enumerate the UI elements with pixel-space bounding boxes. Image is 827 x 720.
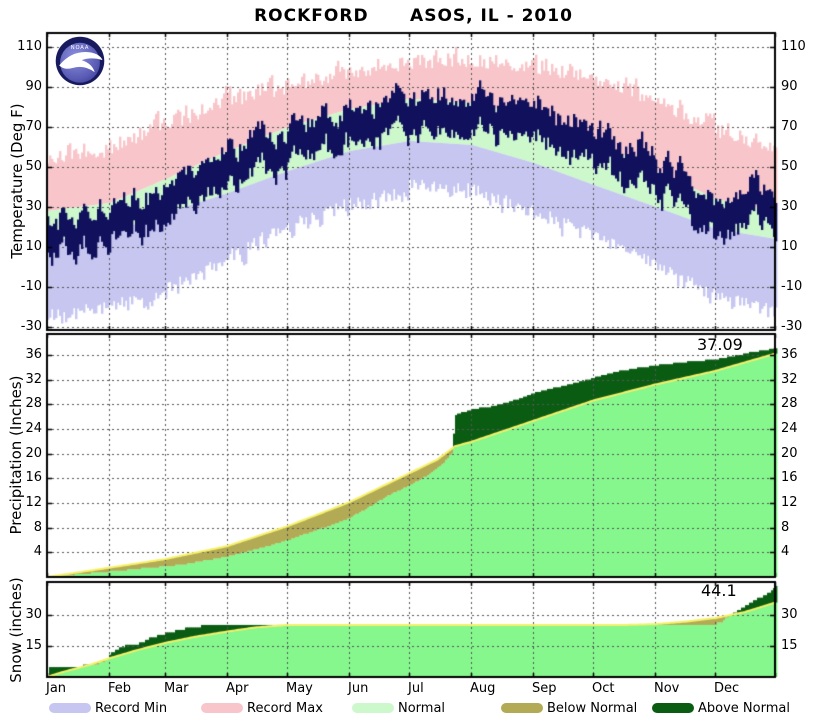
y-tick-label: 90	[25, 79, 42, 94]
legend-swatch	[652, 703, 694, 713]
y-tick-label: 4	[781, 544, 790, 559]
month-label: Apr	[226, 681, 249, 696]
y-tick-label: -10	[20, 279, 42, 294]
y-tick-label: 16	[25, 470, 42, 485]
legend-label: Record Max	[247, 700, 323, 716]
page-title: ROCKFORD ASOS, IL - 2010	[254, 6, 573, 26]
y-tick-label: 50	[25, 159, 42, 174]
y-tick-label: 10	[781, 239, 798, 254]
month-label: Jul	[408, 681, 424, 696]
precip-total-annotation: 37.09	[697, 335, 743, 354]
y-tick-label: 15	[781, 638, 798, 653]
legend-item: Normal	[352, 699, 445, 717]
y-tick-label: -30	[781, 319, 803, 334]
legend-item: Below Normal	[501, 699, 637, 717]
legend-swatch	[201, 703, 243, 713]
y-tick-label: 12	[781, 495, 798, 510]
y-tick-label: 28	[25, 396, 42, 411]
y-tick-label: 50	[781, 159, 798, 174]
month-label: Oct	[592, 681, 615, 696]
y-tick-label: 36	[781, 347, 798, 362]
legend-swatch	[49, 703, 91, 713]
y-tick-label: 30	[781, 607, 798, 622]
y-tick-label: 20	[781, 446, 798, 461]
y-tick-label: -30	[20, 319, 42, 334]
y-tick-label: 36	[25, 347, 42, 362]
y-tick-label: 24	[781, 421, 798, 436]
noaa-gull-icon	[59, 51, 103, 73]
y-tick-label: 32	[25, 372, 42, 387]
legend-item: Record Max	[201, 699, 323, 717]
y-tick-label: 90	[781, 79, 798, 94]
y-tick-label: 20	[25, 446, 42, 461]
legend-swatch	[352, 703, 394, 713]
legend-label: Above Normal	[698, 700, 790, 716]
month-label: Feb	[108, 681, 132, 696]
noaa-logo: NOAA	[55, 36, 105, 86]
legend-label: Normal	[398, 700, 446, 716]
y-tick-label: 28	[781, 396, 798, 411]
y-tick-label: 8	[33, 520, 42, 535]
snow-total-annotation: 44.1	[701, 581, 737, 600]
y-tick-label: 110	[781, 39, 806, 54]
legend-item: Record Min	[49, 699, 167, 717]
month-label: May	[286, 681, 313, 696]
y-tick-label: 15	[25, 638, 42, 653]
y-tick-label: 16	[781, 470, 798, 485]
y-tick-label: 30	[781, 199, 798, 214]
month-label: Aug	[470, 681, 496, 696]
legend-label: Record Min	[95, 700, 168, 716]
y-tick-label: 30	[25, 607, 42, 622]
legend-item: Above Normal	[652, 699, 790, 717]
legend-label: Below Normal	[547, 700, 638, 716]
y-tick-label: 8	[781, 520, 790, 535]
y-tick-label: 110	[17, 39, 42, 54]
snow-axis-label: Snow (inches)	[7, 577, 25, 683]
y-tick-label: 70	[781, 119, 798, 134]
month-label: Jan	[46, 681, 67, 696]
month-label: Nov	[654, 681, 680, 696]
month-label: Mar	[164, 681, 189, 696]
y-tick-label: 10	[25, 239, 42, 254]
y-tick-label: 70	[25, 119, 42, 134]
y-tick-label: 32	[781, 372, 798, 387]
y-tick-label: 30	[25, 199, 42, 214]
month-label: Dec	[714, 681, 740, 696]
month-label: Jun	[348, 681, 369, 696]
y-tick-label: 24	[25, 421, 42, 436]
legend-swatch	[501, 703, 543, 713]
y-tick-label: 4	[33, 544, 42, 559]
month-label: Sep	[532, 681, 557, 696]
noaa-logo-text: NOAA	[71, 45, 90, 51]
y-tick-label: 12	[25, 495, 42, 510]
y-tick-label: -10	[781, 279, 803, 294]
